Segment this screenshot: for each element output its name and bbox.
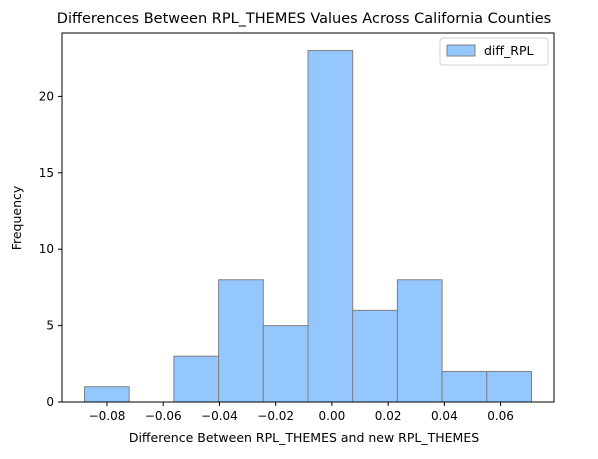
x-tick-label: −0.04 [201,409,238,423]
x-tick-label: −0.08 [89,409,126,423]
x-tick-label: −0.06 [145,409,182,423]
y-axis-ticks: 0 5 10 15 20 [39,89,62,409]
histogram-bar [486,370,533,403]
y-axis-label: Frequency [9,185,24,250]
x-tick-label: 0.02 [375,409,402,423]
histogram-bar [173,355,220,403]
y-tick-label: 10 [39,242,54,256]
legend: diff_RPL [439,37,549,66]
histogram-bars [83,50,533,403]
x-tick-label: 0.00 [319,409,346,423]
legend-label: diff_RPL [484,43,533,58]
y-tick-label: 5 [46,319,54,333]
x-axis-label: Difference Between RPL_THEMES and new RP… [129,430,479,445]
chart-title: Differences Between RPL_THEMES Values Ac… [57,11,551,27]
y-tick-label: 15 [39,166,54,180]
histogram-bar [396,279,443,403]
x-tick-label: −0.02 [257,409,294,423]
y-tick-label: 20 [39,89,54,103]
histogram-bar [262,325,309,403]
histogram-bar [218,279,264,403]
x-axis-ticks: −0.08 −0.06 −0.04 −0.02 0.00 0.02 0.04 0.06 [89,402,514,423]
y-tick-label: 0 [46,395,54,409]
histogram-bar [307,50,354,403]
plot-frame [61,32,555,403]
x-tick-label: 0.04 [431,409,458,423]
histogram-bar [441,370,488,403]
histogram-bar [352,309,398,403]
x-tick-label: 0.06 [487,409,514,423]
histogram-bar [83,386,130,403]
legend-swatch [446,44,476,57]
